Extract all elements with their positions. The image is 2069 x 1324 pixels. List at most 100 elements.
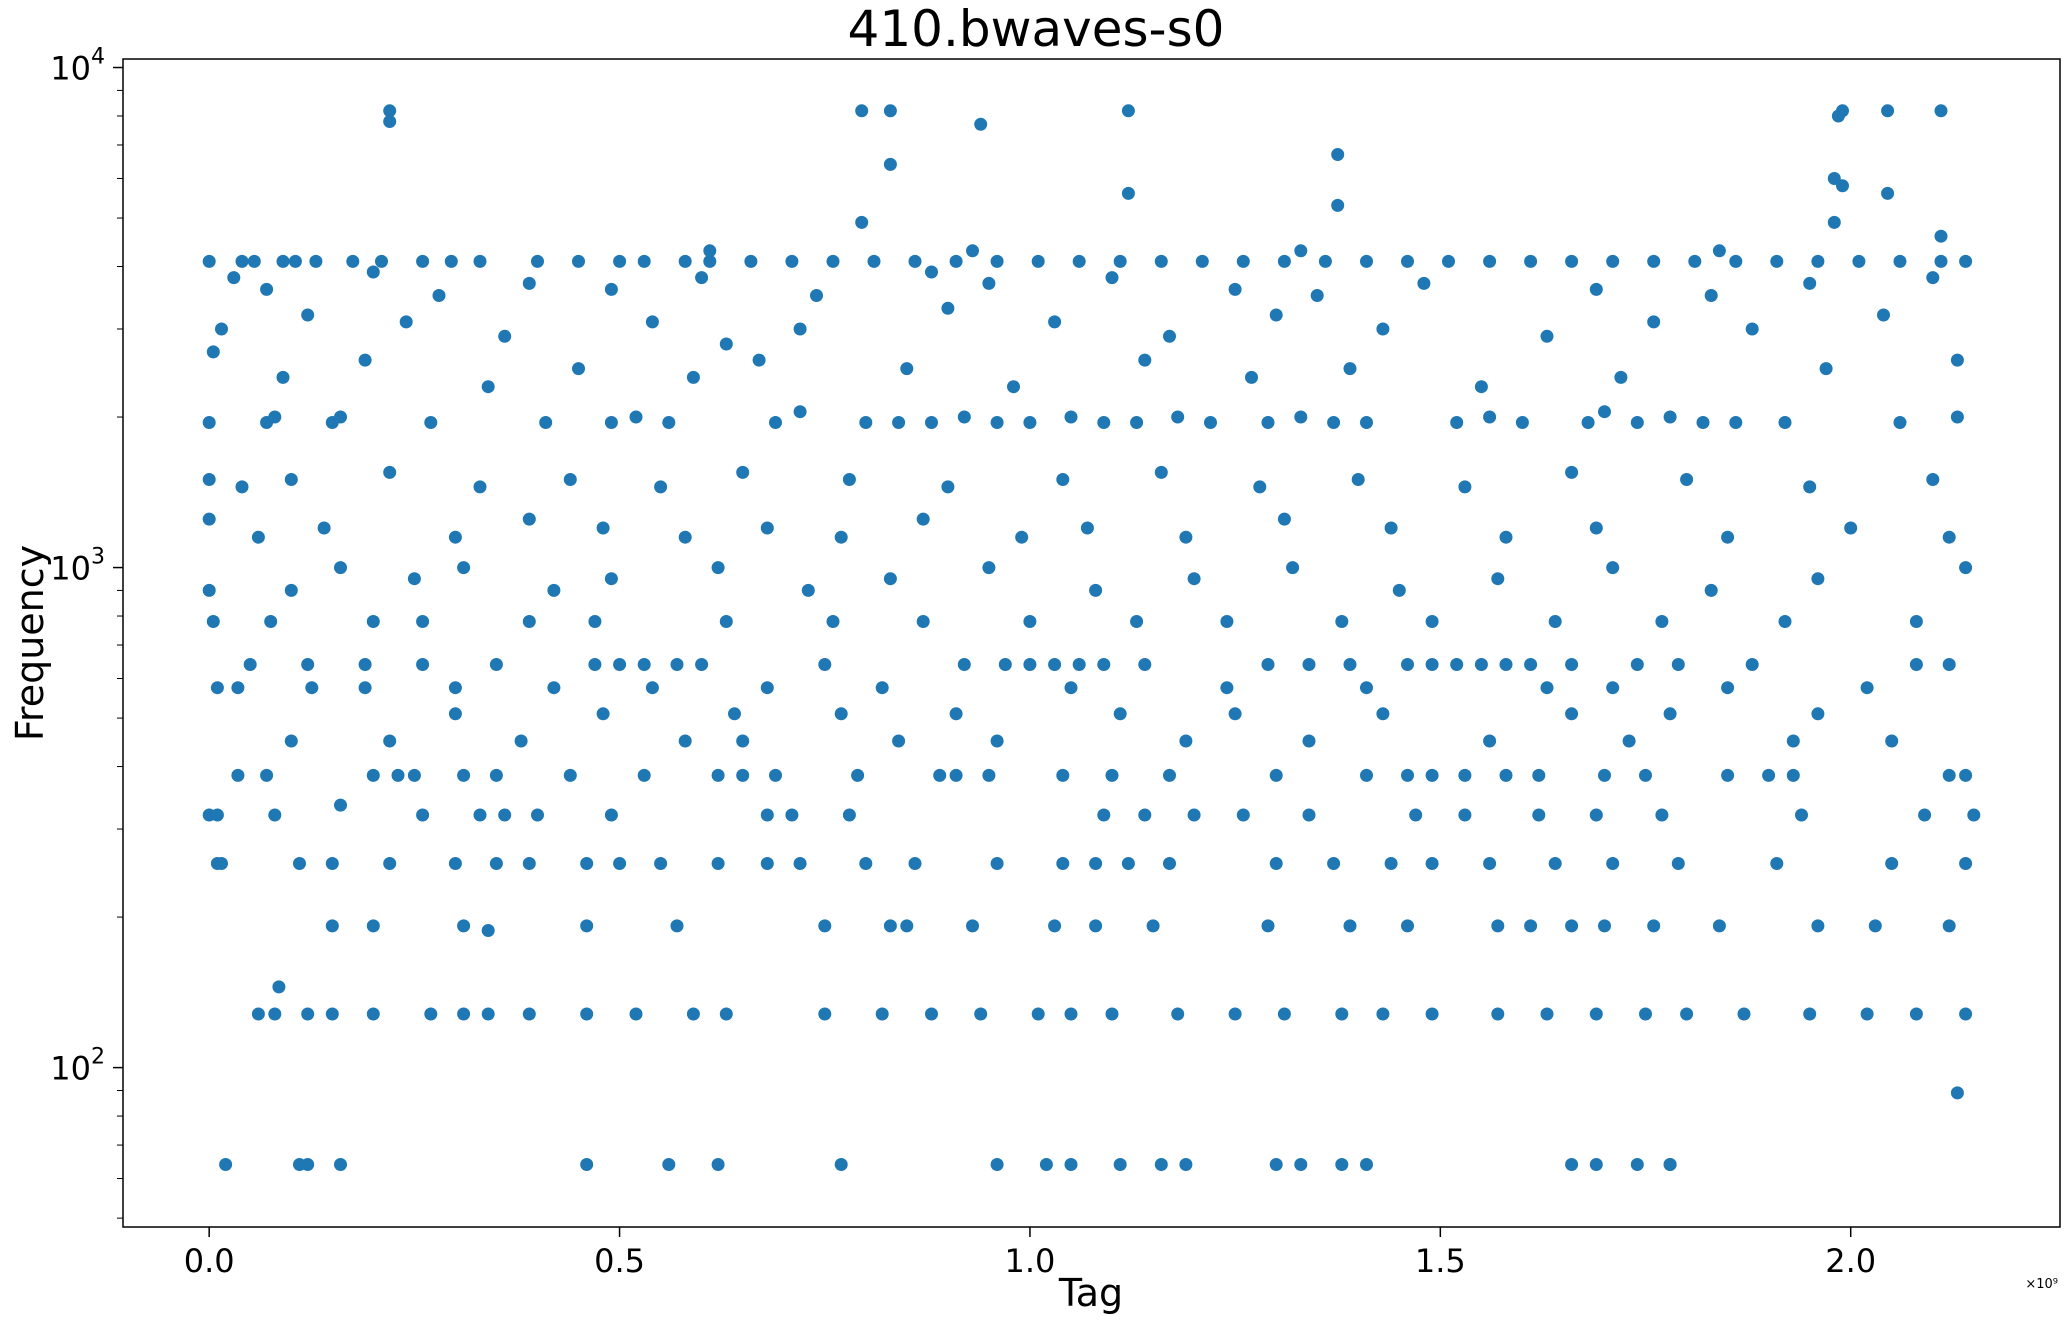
data-point xyxy=(736,734,750,748)
data-point xyxy=(695,271,709,285)
data-point xyxy=(892,734,906,748)
data-point xyxy=(908,254,922,268)
data-point xyxy=(1187,572,1201,586)
data-point xyxy=(637,658,651,671)
data-point xyxy=(1581,416,1595,429)
data-point xyxy=(1860,681,1874,695)
data-point xyxy=(572,362,585,376)
y-axis-label: Frequency xyxy=(8,545,52,741)
data-point xyxy=(629,1007,643,1021)
data-point xyxy=(366,919,380,933)
data-point xyxy=(580,1007,594,1021)
data-point xyxy=(416,615,430,628)
data-point xyxy=(990,1158,1004,1171)
data-point xyxy=(1228,282,1242,296)
data-point xyxy=(202,473,216,486)
data-point xyxy=(514,734,528,748)
data-point xyxy=(1803,480,1817,494)
data-point xyxy=(769,768,782,782)
data-point xyxy=(580,919,594,933)
data-point xyxy=(990,254,1004,268)
data-point xyxy=(284,734,298,748)
data-point xyxy=(908,857,922,870)
data-point xyxy=(1023,615,1037,628)
data-point xyxy=(1015,530,1029,544)
data-point xyxy=(215,322,228,336)
data-point xyxy=(1647,919,1661,933)
data-point xyxy=(1721,681,1735,695)
data-point xyxy=(1031,254,1045,268)
data-point xyxy=(1565,919,1579,933)
data-point xyxy=(547,681,561,695)
data-point xyxy=(1942,919,1956,933)
data-point xyxy=(1343,658,1357,671)
data-point xyxy=(1261,658,1275,671)
data-point xyxy=(572,254,585,268)
data-point xyxy=(949,768,963,782)
data-point xyxy=(1729,254,1743,268)
data-point xyxy=(670,919,684,933)
data-point xyxy=(1881,186,1895,200)
data-point xyxy=(793,405,807,419)
data-point xyxy=(1827,215,1841,229)
data-point xyxy=(301,658,315,671)
data-point xyxy=(760,681,774,695)
data-point xyxy=(1934,254,1948,268)
data-point xyxy=(769,416,782,429)
data-point xyxy=(1598,919,1611,933)
data-point xyxy=(654,480,668,494)
data-point xyxy=(1524,919,1538,933)
data-point xyxy=(1121,104,1135,118)
data-point xyxy=(1630,658,1644,671)
data-point xyxy=(1113,1158,1127,1171)
data-point xyxy=(645,315,659,329)
data-point xyxy=(210,808,224,822)
data-point xyxy=(1425,857,1439,870)
data-point xyxy=(1881,104,1895,118)
data-point xyxy=(818,919,832,933)
data-point xyxy=(752,353,766,367)
data-point xyxy=(793,322,807,336)
data-point xyxy=(1360,681,1373,695)
data-point xyxy=(1778,615,1792,628)
data-point xyxy=(588,615,602,628)
y-axis-ticks: 102 103 104 xyxy=(50,45,123,1219)
data-point xyxy=(325,857,339,870)
data-point xyxy=(596,707,610,721)
x-axis-multiplier: ×10⁹ xyxy=(2025,1277,2058,1292)
data-point xyxy=(1811,919,1825,933)
data-point xyxy=(1294,244,1308,258)
data-point xyxy=(358,658,372,671)
data-point xyxy=(1589,282,1603,296)
data-point xyxy=(1245,370,1258,384)
data-point xyxy=(1959,254,1973,268)
data-point xyxy=(637,768,651,782)
data-point xyxy=(1425,1007,1439,1021)
data-point xyxy=(990,416,1004,429)
data-point xyxy=(982,276,996,290)
data-point xyxy=(1409,808,1423,822)
data-point xyxy=(982,768,996,782)
data-point xyxy=(202,583,216,597)
data-point xyxy=(1269,768,1283,782)
data-point xyxy=(1331,198,1345,212)
data-point xyxy=(1663,410,1677,424)
data-point xyxy=(325,919,339,933)
data-point xyxy=(834,1158,848,1171)
data-point xyxy=(1343,919,1357,933)
data-point xyxy=(1097,416,1111,429)
data-point xyxy=(654,857,668,870)
data-point xyxy=(1589,1007,1603,1021)
data-point xyxy=(457,768,471,782)
data-point xyxy=(416,808,430,822)
data-point xyxy=(1499,530,1513,544)
data-point xyxy=(366,1007,380,1021)
data-point xyxy=(1195,254,1209,268)
data-point xyxy=(481,924,495,937)
data-point xyxy=(1770,254,1784,268)
data-point xyxy=(719,615,733,628)
data-point xyxy=(826,615,840,628)
data-point xyxy=(1721,530,1735,544)
data-point xyxy=(842,473,856,486)
data-point xyxy=(358,681,372,695)
